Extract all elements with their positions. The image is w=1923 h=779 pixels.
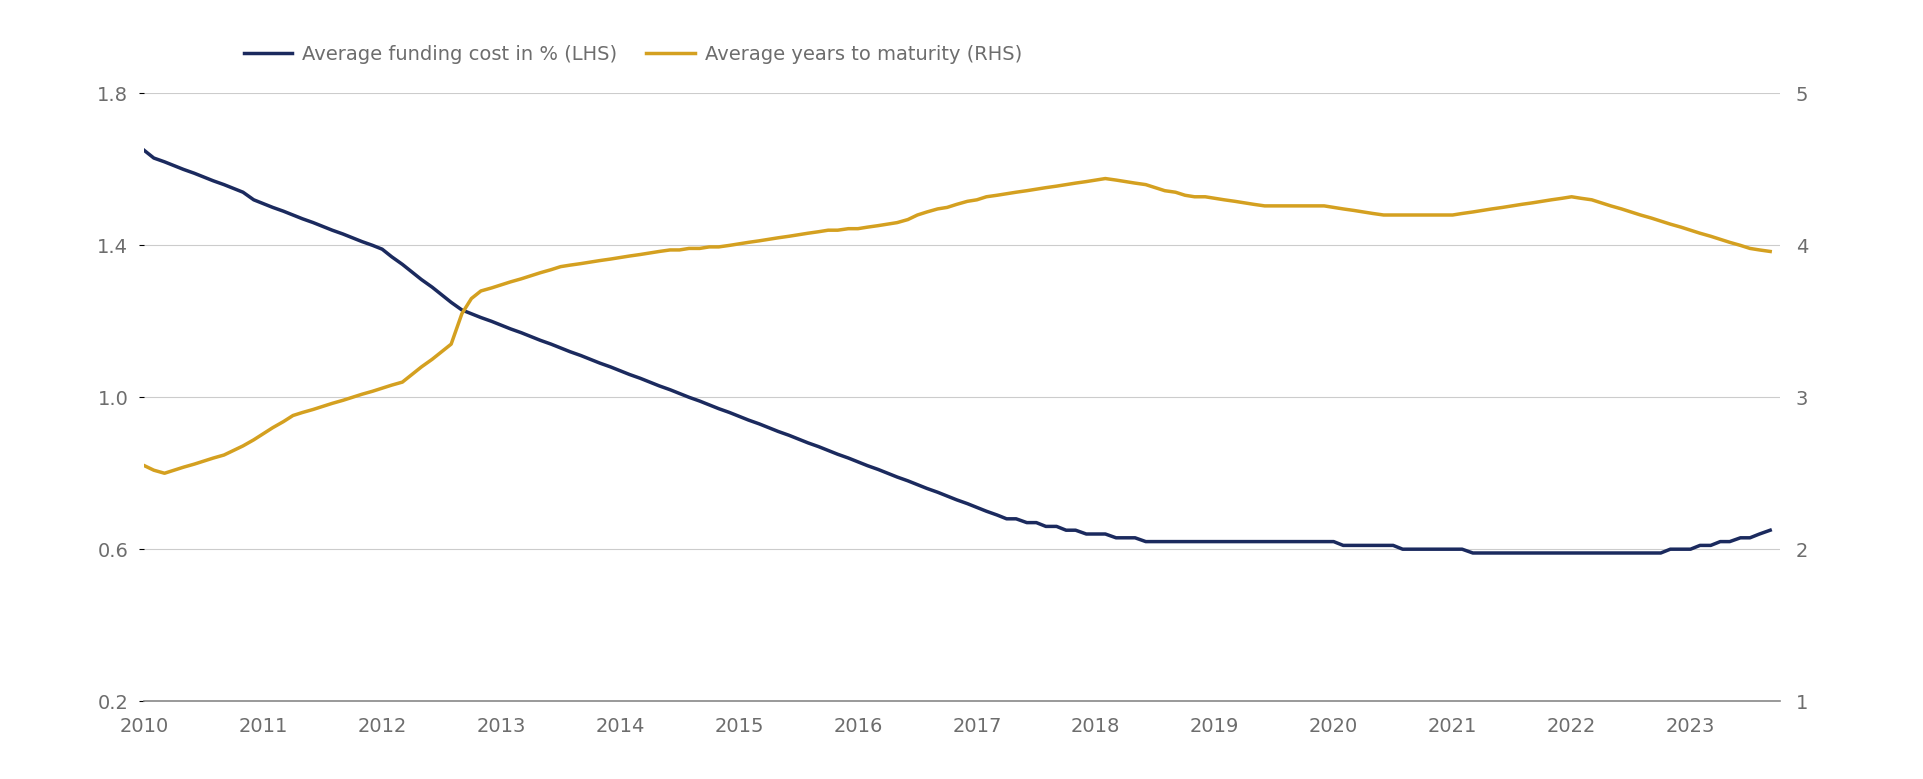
Legend: Average funding cost in % (LHS), Average years to maturity (RHS): Average funding cost in % (LHS), Average… xyxy=(237,37,1029,72)
